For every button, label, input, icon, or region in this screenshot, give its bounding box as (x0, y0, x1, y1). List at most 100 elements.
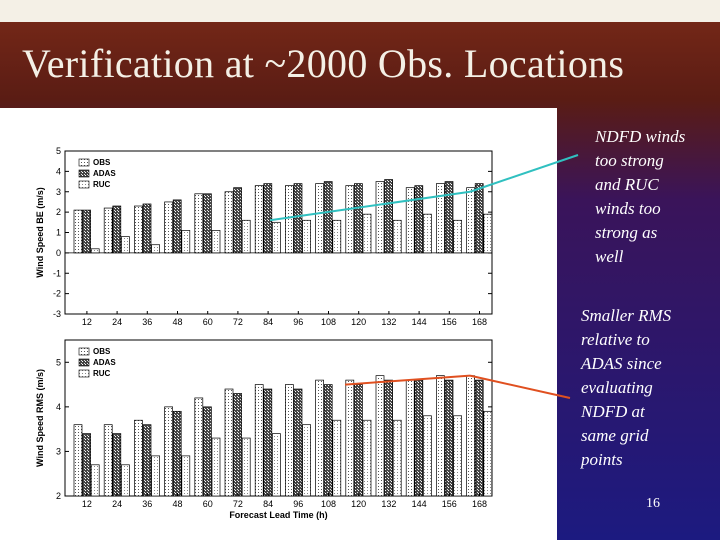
bar-obs (254, 384, 264, 497)
bar-adas (474, 183, 484, 254)
bar-ruc (423, 213, 432, 254)
bar-adas (233, 187, 242, 254)
bar-obs (466, 187, 475, 254)
bar-obs (254, 185, 264, 254)
legend-swatch-ruc (78, 369, 90, 378)
legend: OBS ADAS RUC (78, 347, 116, 378)
bar-adas (203, 193, 212, 254)
y-tick-label: -2 (53, 289, 61, 299)
bar-adas (323, 384, 333, 497)
bar-ruc (211, 437, 221, 497)
bar-adas (82, 209, 91, 254)
bar-adas (384, 379, 393, 497)
x-axis-label: Forecast Lead Time (h) (229, 510, 327, 520)
bar-adas (112, 205, 122, 254)
y-tick-label: 0 (56, 248, 61, 258)
bar-ruc (392, 219, 402, 254)
bar-obs (345, 185, 355, 254)
bar-obs (375, 181, 385, 254)
bar-obs (224, 191, 234, 254)
x-tick-label: 108 (321, 499, 336, 509)
legend-label-obs: OBS (93, 158, 111, 167)
bar-adas (203, 406, 212, 497)
legend-swatch-obs (78, 347, 90, 356)
bar-obs (194, 397, 204, 497)
x-tick-label: 168 (472, 317, 487, 327)
top-border (0, 0, 720, 22)
x-tick-label: 60 (203, 317, 213, 327)
x-tick-label: 60 (203, 499, 213, 509)
y-tick-label: 4 (56, 402, 61, 412)
x-tick-label: 72 (233, 499, 243, 509)
bar-ruc (90, 248, 100, 254)
bar-ruc (453, 415, 462, 497)
bar-obs (466, 375, 475, 497)
slide-number: 16 (646, 496, 660, 511)
bar-obs (405, 187, 415, 254)
bar-adas (233, 393, 242, 497)
x-tick-label: 12 (82, 317, 92, 327)
y-tick-label: -1 (53, 268, 61, 278)
bar-adas (172, 410, 182, 497)
bar-adas (112, 433, 122, 497)
bar-obs (194, 193, 204, 254)
bar-ruc (121, 464, 130, 497)
bar-adas (354, 183, 363, 254)
x-tick-label: 144 (412, 499, 427, 509)
bar-ruc (241, 219, 251, 254)
bar-obs (375, 375, 385, 497)
y-tick-label: 5 (56, 146, 61, 156)
x-tick-label: 120 (351, 317, 366, 327)
bar-obs (224, 388, 234, 497)
y-axis-label: Wind Speed RMS (m/s) (35, 369, 45, 467)
legend: OBS ADAS RUC (78, 158, 116, 189)
x-tick-label: 84 (263, 317, 273, 327)
y-tick-label: 2 (56, 207, 61, 217)
bar-ruc (272, 433, 281, 497)
bar-ruc (362, 213, 372, 254)
bar-ruc (392, 419, 402, 497)
bar-adas (263, 388, 273, 497)
x-tick-label: 84 (263, 499, 273, 509)
bar-adas (414, 185, 424, 254)
bar-ruc (423, 415, 432, 497)
bar-ruc (211, 230, 221, 254)
legend-label-ruc: RUC (93, 369, 111, 378)
x-tick-label: 48 (172, 499, 182, 509)
bar-adas (263, 183, 273, 254)
bar-obs (405, 379, 415, 497)
bar-ruc (302, 219, 311, 254)
bar-obs (73, 424, 83, 497)
slide-title: Verification at ~2000 Obs. Locations (22, 41, 625, 86)
x-tick-label: 156 (442, 499, 457, 509)
y-tick-label: -3 (53, 309, 61, 319)
x-tick-label: 120 (351, 499, 366, 509)
bar-adas (172, 199, 182, 254)
legend-label-obs: OBS (93, 347, 111, 356)
bar-ruc (362, 419, 372, 497)
bar-ruc (121, 236, 130, 254)
x-tick-label: 132 (381, 499, 396, 509)
bar-ruc (151, 455, 160, 497)
bar-obs (315, 379, 324, 497)
bar-ruc (181, 455, 191, 497)
chart-panel: -3 -2 -1 0 1 2 3 4 5 12 24 36 48 60 72 84 96 108 120 132 144… (0, 108, 557, 540)
bar-obs (436, 183, 445, 254)
bar-obs (134, 419, 143, 497)
bar-obs (103, 207, 113, 254)
bar-adas (142, 424, 152, 497)
bar-ruc (302, 424, 311, 497)
y-tick-label: 3 (56, 187, 61, 197)
bar-ruc (332, 419, 342, 497)
x-tick-label: 24 (112, 499, 122, 509)
bar-obs (285, 384, 294, 497)
y-axis-label: Wind Speed BE (m/s) (35, 187, 45, 277)
bar-adas (82, 433, 91, 497)
x-tick-label: 72 (233, 317, 243, 327)
bar-obs (315, 183, 324, 254)
y-tick-label: 4 (56, 166, 61, 176)
bar-obs (164, 201, 173, 254)
x-tick-label: 48 (172, 317, 182, 327)
y-tick-label: 5 (56, 357, 61, 367)
